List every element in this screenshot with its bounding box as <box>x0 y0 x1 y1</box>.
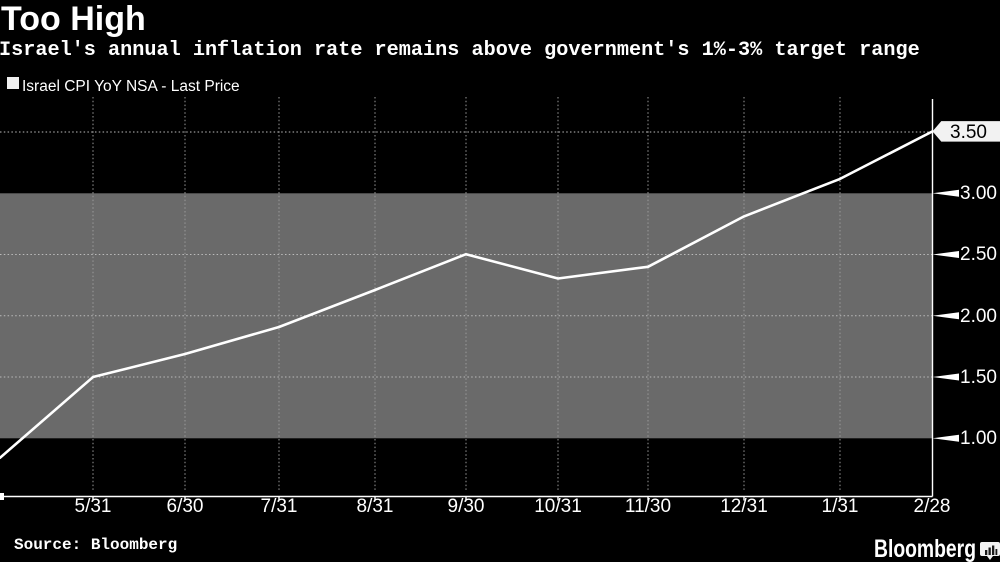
svg-text:Bloomberg: Bloomberg <box>874 539 976 562</box>
